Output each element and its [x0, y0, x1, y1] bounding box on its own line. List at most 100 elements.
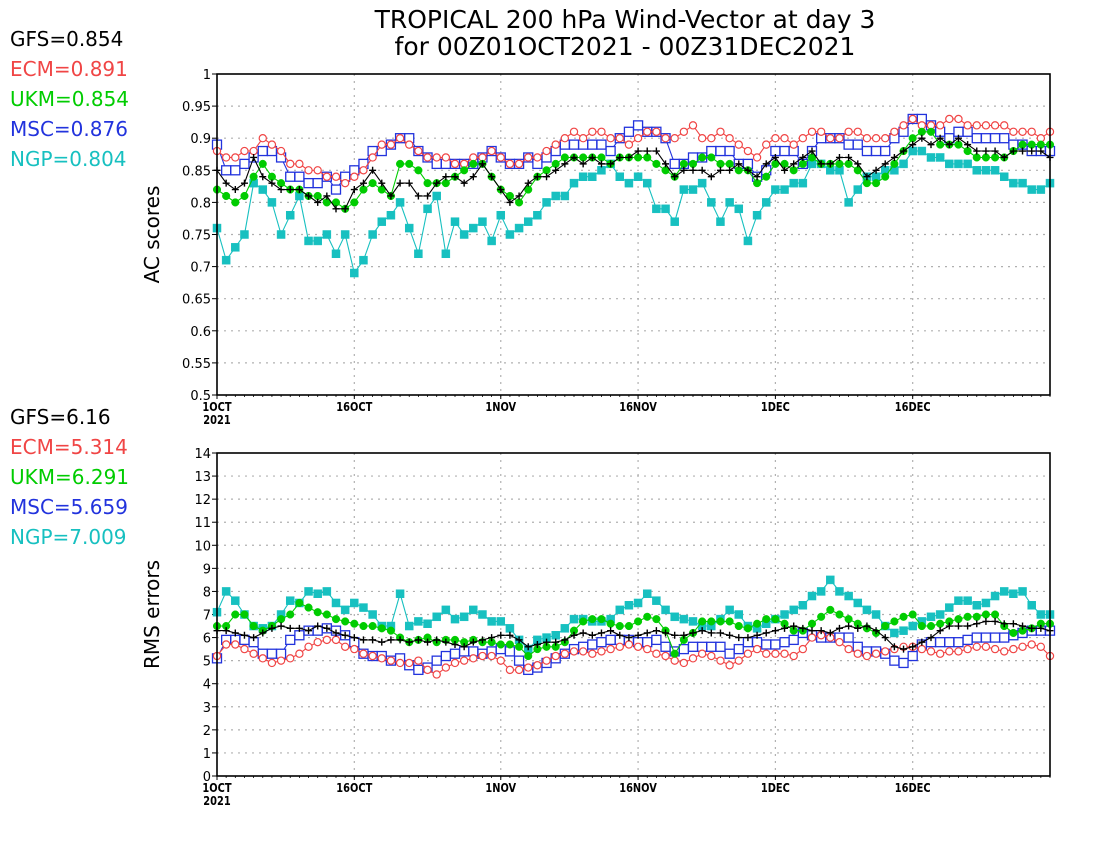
data-point-gfs: [222, 627, 230, 635]
data-point-msc: [596, 139, 607, 150]
data-point-ecm: [295, 159, 304, 169]
data-point-ngp: [917, 146, 927, 156]
data-point-gfs: [1019, 147, 1027, 155]
data-point-gfs: [781, 166, 789, 174]
data-point-ecm: [697, 133, 707, 143]
data-point-ecm: [231, 640, 240, 649]
data-point-ecm: [752, 644, 762, 654]
data-point-gfs: [341, 205, 349, 213]
data-point-gfs: [533, 173, 541, 181]
legend-rms: GFS=6.16 ECM=5.314 UKM=6.291 MSC=5.659 N…: [10, 402, 129, 552]
y-tick-label: 3: [203, 701, 211, 716]
y-tick-label: 10: [194, 539, 211, 554]
data-point-ecm: [487, 651, 496, 661]
data-point-ngp: [642, 178, 652, 188]
x-tick-label: 16NOV: [619, 400, 657, 414]
ac-panel: 0.5 0.55 0.6 0.65 0.7 0.75 0.8 0.85 0.9 0.95 1 1OCT…: [140, 68, 1056, 427]
data-point-gfs: [460, 643, 468, 651]
data-point-ecm: [624, 140, 634, 149]
data-point-ecm: [762, 140, 771, 149]
data-point-msc: [733, 643, 744, 655]
data-point-ecm: [240, 146, 249, 156]
data-point-gfs: [240, 179, 248, 187]
data-point-ecm: [679, 127, 689, 136]
data-point-gfs: [588, 153, 596, 161]
data-point-ngp: [340, 230, 350, 239]
data-point-gfs: [707, 629, 715, 637]
data-point-ecm: [972, 121, 981, 130]
data-point-gfs: [607, 160, 615, 168]
data-point-ecm: [771, 649, 780, 658]
data-point-gfs: [295, 624, 303, 632]
data-point-ecm: [990, 644, 1000, 654]
data-point-ecm: [377, 140, 386, 149]
legend-ngp-rms: NGP=7.009: [10, 525, 127, 549]
data-point-ukm: [798, 159, 807, 168]
data-point-ngp: [285, 596, 295, 605]
data-point-ngp: [661, 605, 670, 615]
data-point-ngp: [752, 210, 762, 220]
data-point-ecm: [368, 651, 377, 661]
data-point-ngp: [679, 614, 689, 624]
data-point-ngp: [432, 612, 441, 622]
data-point-ukm: [231, 610, 240, 619]
data-point-gfs: [936, 134, 944, 142]
data-point-ukm: [991, 153, 1000, 162]
data-point-ecm: [862, 651, 872, 661]
data-point-msc: [953, 637, 964, 648]
data-point-msc: [449, 648, 461, 659]
data-point-gfs: [735, 634, 743, 642]
data-point-ngp: [322, 230, 332, 239]
data-point-gfs: [900, 147, 908, 155]
data-point-ecm: [707, 651, 716, 661]
x-tick-label: 1OCT: [202, 781, 232, 795]
data-point-ukm: [872, 179, 881, 188]
data-point-ecm: [935, 121, 945, 130]
data-point-ngp: [990, 166, 1000, 175]
data-point-ukm: [954, 615, 963, 624]
y-tick-label: 4: [203, 678, 211, 693]
series-line-ngp: [216, 150, 1051, 275]
data-point-ukm: [560, 153, 569, 162]
data-point-gfs: [808, 627, 816, 635]
data-point-ecm: [688, 654, 698, 663]
data-point-ngp: [1018, 178, 1027, 188]
data-point-ukm: [789, 166, 798, 175]
data-point-msc: [989, 632, 1001, 643]
data-point-msc: [761, 639, 772, 650]
data-point-gfs: [689, 629, 697, 637]
data-point-gfs: [771, 153, 779, 161]
data-point-ukm: [835, 159, 844, 168]
data-point-ngp: [560, 624, 570, 633]
data-point-ukm: [734, 621, 743, 631]
data-point-ukm: [322, 610, 331, 619]
data-point-ukm: [551, 159, 560, 168]
data-point-ngp: [725, 198, 734, 207]
data-point-gfs: [616, 153, 624, 161]
data-point-ngp: [505, 230, 515, 239]
data-point-gfs: [543, 638, 551, 646]
data-point-gfs: [1037, 624, 1045, 632]
data-point-gfs: [497, 186, 505, 194]
data-point-ukm: [359, 185, 368, 194]
data-point-ngp: [844, 198, 853, 207]
data-point-ukm: [441, 179, 450, 188]
data-point-gfs: [286, 186, 294, 194]
data-point-gfs: [570, 631, 578, 639]
data-point-gfs: [698, 166, 706, 174]
data-point-msc: [971, 133, 982, 144]
data-point-gfs: [231, 186, 239, 194]
data-point-ngp: [826, 575, 835, 585]
legend-msc-rms: MSC=5.659: [10, 495, 128, 519]
data-point-ecm: [844, 644, 853, 654]
data-point-ukm: [515, 198, 524, 207]
data-point-ukm: [908, 134, 917, 143]
data-point-ecm: [395, 133, 405, 143]
data-point-ecm: [423, 153, 432, 162]
data-point-ecm: [359, 166, 368, 175]
data-point-ecm: [432, 670, 441, 679]
data-point-msc: [587, 639, 598, 650]
data-point-ecm: [221, 640, 231, 649]
data-point-ngp: [972, 166, 982, 175]
data-point-gfs: [616, 631, 624, 639]
